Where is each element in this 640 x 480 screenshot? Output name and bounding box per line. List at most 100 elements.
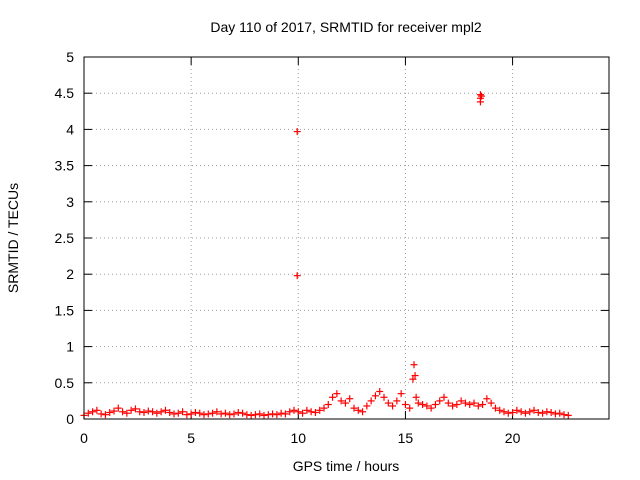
data-point: [539, 409, 547, 417]
y-tick-label: 4: [66, 121, 74, 137]
data-point: [329, 393, 337, 401]
data-point: [269, 410, 277, 418]
y-tick-label: 5: [66, 49, 74, 65]
data-point: [324, 401, 332, 409]
data-point: [311, 408, 319, 416]
data-point: [256, 410, 264, 418]
chart-title: Day 110 of 2017, SRMTID for receiver mpl…: [210, 19, 482, 35]
data-point: [479, 401, 487, 409]
data-point: [333, 390, 341, 398]
data-point: [307, 408, 315, 416]
data-point: [217, 410, 225, 418]
data-point: [293, 272, 301, 280]
data-point: [354, 406, 362, 414]
data-point: [526, 408, 534, 416]
data-point: [191, 408, 199, 416]
data-point: [281, 410, 289, 418]
x-axis-label: GPS time / hours: [293, 458, 400, 474]
data-point: [320, 404, 328, 412]
data-point: [436, 397, 444, 405]
data-point: [221, 409, 229, 417]
data-point: [97, 410, 105, 418]
data-point: [153, 409, 161, 417]
data-point: [367, 397, 375, 405]
data-point: [127, 406, 135, 414]
data-point: [84, 409, 92, 417]
data-point: [371, 392, 379, 400]
data-point: [166, 408, 174, 416]
data-point: [341, 399, 349, 407]
data-point: [411, 372, 419, 380]
data-point: [419, 401, 427, 409]
data-point: [496, 406, 504, 414]
data-point: [337, 397, 345, 405]
data-point: [183, 411, 191, 419]
y-tick-labels: 0 0.5 1 1.5 2 2.5 3 3.5 4 4.5 5: [55, 49, 75, 427]
data-point: [427, 404, 435, 412]
y-tick-label: 0: [66, 411, 74, 427]
data-point: [517, 408, 525, 416]
data-point: [226, 411, 234, 419]
data-point: [209, 409, 217, 417]
data-point: [543, 408, 551, 416]
data-point: [406, 404, 414, 412]
data-point: [299, 409, 307, 417]
data-point: [476, 98, 484, 106]
data-point: [119, 408, 127, 416]
data-point: [136, 408, 144, 416]
data-point: [260, 411, 268, 419]
data-point: [234, 408, 242, 416]
data-point: [509, 408, 517, 416]
data-point: [423, 402, 431, 410]
data-point: [530, 406, 538, 414]
data-point: [123, 409, 131, 417]
data-point: [286, 408, 294, 416]
data-point: [466, 401, 474, 409]
data-point: [412, 393, 420, 401]
data-point: [114, 404, 122, 412]
data-point: [101, 411, 109, 419]
data-point: [431, 401, 439, 409]
data-point: [89, 408, 97, 416]
data-point: [363, 402, 371, 410]
data-point: [346, 395, 354, 403]
data-point: [547, 408, 555, 416]
data-point: [161, 406, 169, 414]
y-tick-label: 1: [66, 339, 74, 355]
data-point: [487, 399, 495, 407]
data-point: [149, 408, 157, 416]
data-point: [350, 404, 358, 412]
data-point: [294, 408, 302, 416]
data-point: [457, 397, 465, 405]
data-point: [293, 128, 301, 136]
data-point: [409, 375, 417, 383]
data-point: [440, 393, 448, 401]
data-point: [264, 411, 272, 419]
data-point: [513, 406, 521, 414]
data-point: [453, 401, 461, 409]
data-point: [556, 409, 564, 417]
data-point: [551, 410, 559, 418]
y-tick-label: 2.5: [55, 230, 75, 246]
data-point: [444, 399, 452, 407]
data-point: [474, 402, 482, 410]
data-point: [179, 408, 187, 416]
x-tick-label: 20: [505, 430, 521, 446]
data-point: [414, 399, 422, 407]
data-point: [174, 409, 182, 417]
data-point: [247, 411, 255, 419]
data-point: [170, 410, 178, 418]
y-tick-label: 1.5: [55, 302, 75, 318]
data-point: [380, 393, 388, 401]
data-point: [93, 406, 101, 414]
data-point: [560, 411, 568, 419]
data-point: [483, 395, 491, 403]
grid-lines: [84, 57, 609, 419]
data-point: [376, 387, 384, 395]
y-tick-label: 0.5: [55, 375, 75, 391]
data-point: [303, 406, 311, 414]
data-point: [106, 408, 114, 416]
data-point: [470, 399, 478, 407]
